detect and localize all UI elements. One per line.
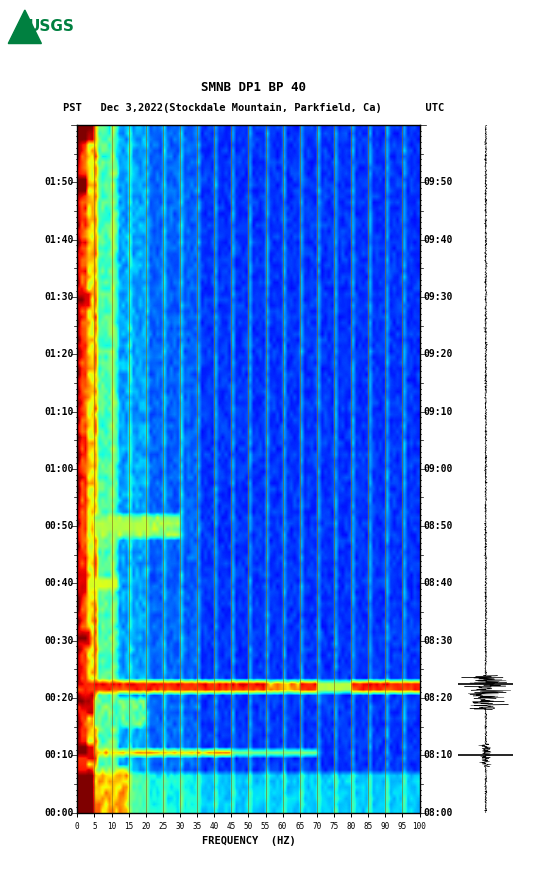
Text: 08:20: 08:20 [423, 693, 452, 703]
Text: 08:50: 08:50 [423, 522, 452, 531]
Text: SMNB DP1 BP 40: SMNB DP1 BP 40 [201, 80, 306, 94]
Text: 09:00: 09:00 [423, 463, 452, 474]
Text: 01:20: 01:20 [45, 349, 74, 359]
Text: PST   Dec 3,2022(Stockdale Mountain, Parkfield, Ca)       UTC: PST Dec 3,2022(Stockdale Mountain, Parkf… [63, 104, 444, 113]
Text: 08:30: 08:30 [423, 636, 452, 646]
Text: 09:30: 09:30 [423, 292, 452, 302]
Text: 00:40: 00:40 [45, 579, 74, 588]
Text: 09:10: 09:10 [423, 406, 452, 416]
Text: 00:00: 00:00 [45, 807, 74, 818]
Text: 00:50: 00:50 [45, 522, 74, 531]
Text: 09:20: 09:20 [423, 349, 452, 359]
Text: 00:30: 00:30 [45, 636, 74, 646]
Text: 08:00: 08:00 [423, 807, 452, 818]
Text: 01:30: 01:30 [45, 292, 74, 302]
Text: 08:10: 08:10 [423, 750, 452, 760]
Text: 01:40: 01:40 [45, 235, 74, 245]
X-axis label: FREQUENCY  (HZ): FREQUENCY (HZ) [201, 836, 295, 847]
Text: 01:50: 01:50 [45, 178, 74, 188]
Text: USGS: USGS [28, 20, 75, 34]
Polygon shape [8, 10, 41, 44]
Text: 09:40: 09:40 [423, 235, 452, 245]
Text: 01:00: 01:00 [45, 463, 74, 474]
Text: 00:10: 00:10 [45, 750, 74, 760]
Text: 01:10: 01:10 [45, 406, 74, 416]
Text: 00:20: 00:20 [45, 693, 74, 703]
Text: 09:50: 09:50 [423, 178, 452, 188]
Text: 08:40: 08:40 [423, 579, 452, 588]
